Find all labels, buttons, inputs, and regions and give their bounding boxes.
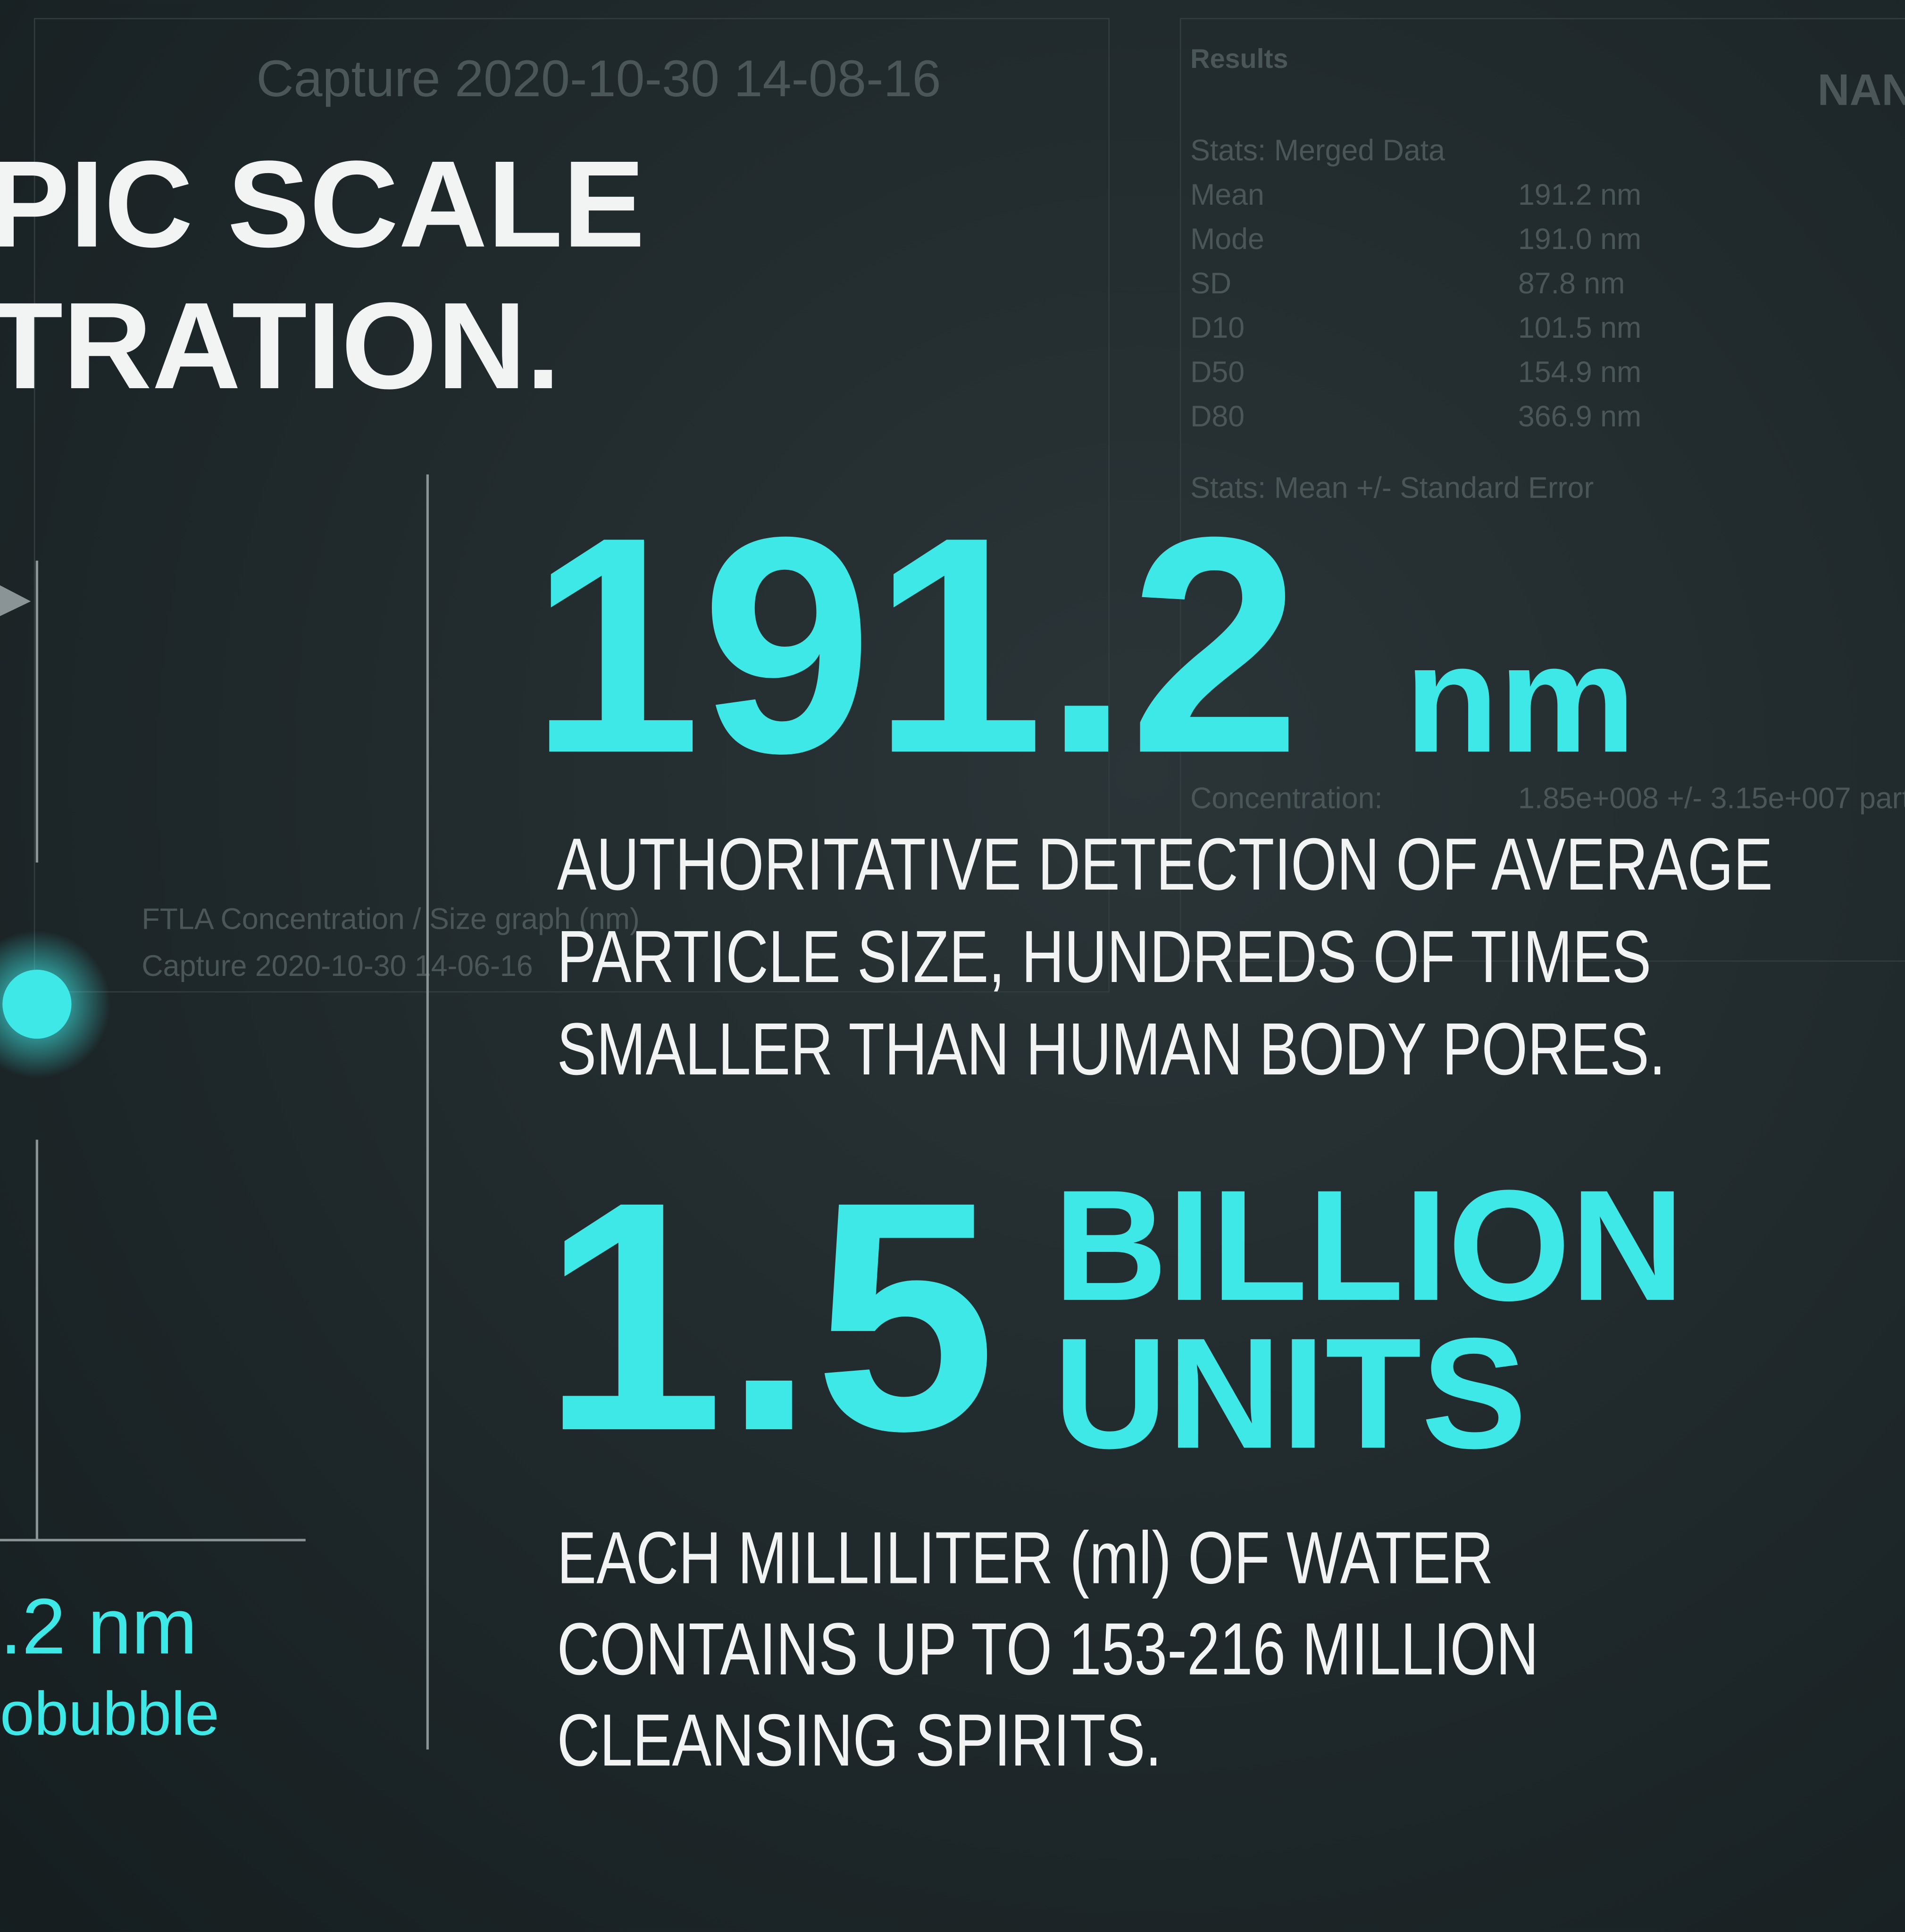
bg-stat-value: 366.9 nm (1518, 400, 1641, 433)
description: AUTHORITATIVE DETECTION OF AVERAGE (557, 824, 1773, 906)
bg-stat-value: 191.0 nm (1518, 223, 1641, 256)
bg-stat-label: D50 (1190, 356, 1245, 389)
side-label: obubble (0, 1679, 219, 1748)
description: EACH MILLILITER (ml) OF WATER (557, 1517, 1494, 1599)
bg-stat-value: 154.9 nm (1518, 356, 1641, 389)
bg-concentration: 1.85e+008 +/- 3.15e+007 partic (1518, 782, 1905, 815)
bg-stat-label: Mode (1190, 223, 1264, 256)
poster: Capture 2020-10-30 14-08-16 Results NAN … (0, 0, 1905, 1932)
bg-stat-label: Mean (1190, 178, 1264, 211)
stat-value: 1.5 (542, 1133, 996, 1499)
stat-value: 191.2 (530, 474, 1301, 817)
description: CONTAINS UP TO 153-216 MILLION (557, 1608, 1539, 1690)
description: SMALLER THAN HUMAN BODY PORES. (557, 1008, 1666, 1091)
description: PARTICLE SIZE, HUNDREDS OF TIMES (557, 916, 1652, 998)
stat-unit: nm (1405, 613, 1636, 785)
headline: TRATION. (0, 277, 560, 415)
headline: PIC SCALE (0, 136, 645, 273)
bg-stat-value: 87.8 nm (1518, 267, 1625, 300)
bg-stats-heading: Stats: Merged Data (1190, 134, 1445, 167)
bg-capture-title: Capture 2020-10-30 14-08-16 (256, 50, 941, 108)
stat-unit: UNITS (1053, 1305, 1527, 1481)
bg-stat-value: 101.5 nm (1518, 311, 1641, 344)
side-value: .2 nm (0, 1582, 197, 1670)
bg-stat-label: D10 (1190, 311, 1245, 344)
dot (2, 970, 71, 1039)
bg-stat-label: D80 (1190, 400, 1245, 433)
description: CLEANSING SPIRITS. (557, 1699, 1162, 1782)
bg-brand: NAN (1818, 65, 1905, 114)
bg-results-title: Results (1190, 44, 1288, 74)
bg-stat-value: 191.2 nm (1518, 178, 1641, 211)
bg-chart-title: Capture 2020-10-30 14-06-16 (142, 949, 533, 983)
bg-stat-label: SD (1190, 267, 1231, 300)
